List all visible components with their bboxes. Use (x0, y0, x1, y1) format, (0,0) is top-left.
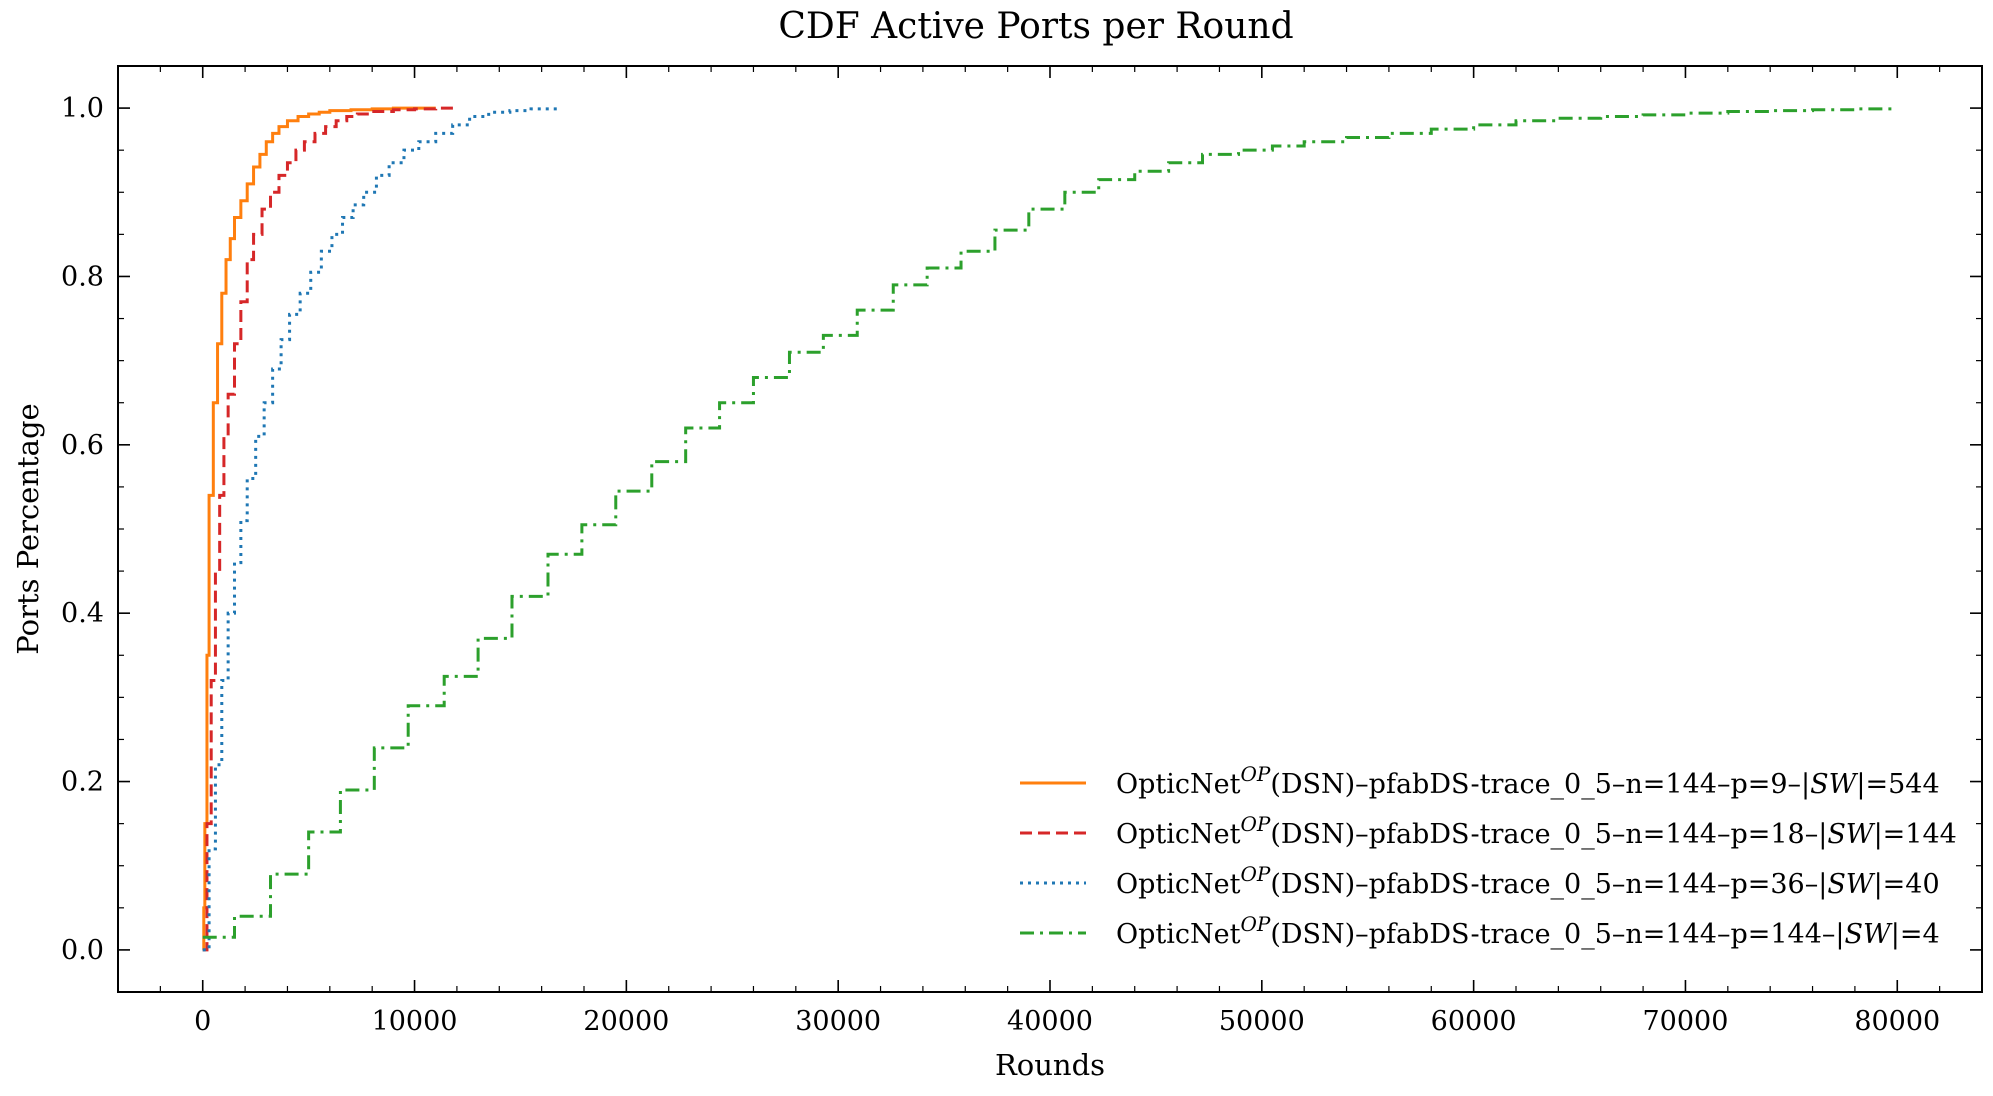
ticks-layer: 0 10000 20000 30000 40000 50000 60000 70000 8000… (61, 65, 1982, 1037)
x-tick-label: 40000 (1007, 1006, 1093, 1037)
x-tick-label: 20000 (583, 1006, 669, 1037)
y-tick-label: 0.8 (61, 261, 104, 292)
y-tick-label: 1.0 (61, 93, 104, 124)
x-tick-label: 80000 (1854, 1006, 1940, 1037)
x-tick-label: 10000 (372, 1006, 458, 1037)
legend: OpticNetOP(DSN)–pfabDS-trace_0_5–n=144–p… (1020, 762, 1957, 950)
legend-label-1: OpticNetOP(DSN)–pfabDS-trace_0_5–n=144–p… (1116, 762, 1940, 800)
series-line-1 (202, 106, 436, 952)
x-tick-label: 50000 (1219, 1006, 1305, 1037)
x-tick-label: 60000 (1431, 1006, 1517, 1037)
legend-label-2: OpticNetOP(DSN)–pfabDS-trace_0_5–n=144–p… (1116, 812, 1957, 850)
legend-label-4: OpticNetOP(DSN)–pfabDS-trace_0_5–n=144–p… (1116, 912, 1940, 950)
chart-title: CDF Active Ports per Round (778, 6, 1293, 47)
series-line-2 (202, 106, 457, 952)
series-layer (202, 106, 1895, 952)
x-tick-label: 70000 (1643, 1006, 1729, 1037)
legend-label-3: OpticNetOP(DSN)–pfabDS-trace_0_5–n=144–p… (1116, 862, 1940, 900)
x-axis-label: Rounds (995, 1048, 1105, 1082)
series-line-3 (202, 107, 561, 952)
x-tick-label: 0 (194, 1006, 211, 1037)
series-line-4 (202, 107, 1895, 939)
y-axis-label: Ports Percentage (11, 403, 45, 654)
plot-frame (117, 65, 1983, 993)
y-tick-label: 0.0 (61, 935, 104, 966)
y-tick-label: 0.4 (61, 598, 104, 629)
y-tick-label: 0.6 (61, 430, 104, 461)
x-tick-label: 30000 (795, 1006, 881, 1037)
y-tick-label: 0.2 (61, 767, 104, 798)
